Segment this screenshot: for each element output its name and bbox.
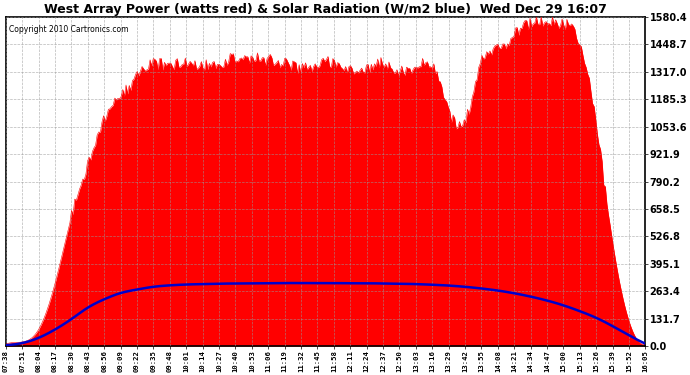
- Text: Copyright 2010 Cartronics.com: Copyright 2010 Cartronics.com: [9, 25, 128, 34]
- Title: West Array Power (watts red) & Solar Radiation (W/m2 blue)  Wed Dec 29 16:07: West Array Power (watts red) & Solar Rad…: [44, 3, 607, 16]
